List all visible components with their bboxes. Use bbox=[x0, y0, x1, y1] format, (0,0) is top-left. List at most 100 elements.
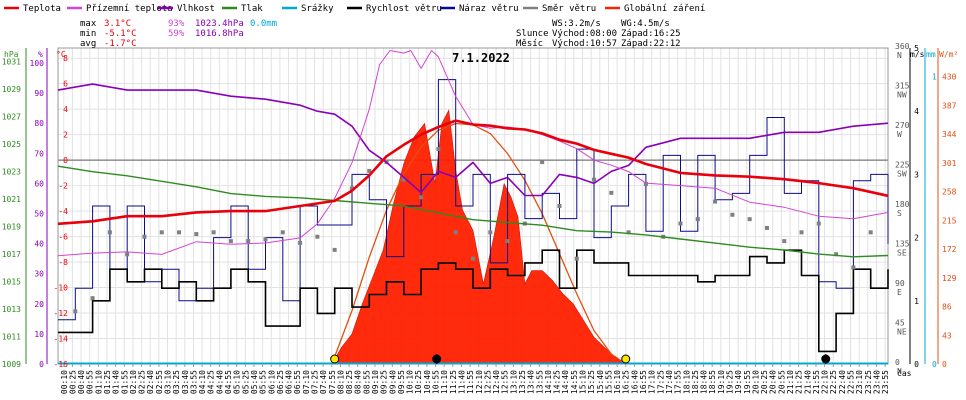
direction-tick-label: N bbox=[897, 367, 902, 376]
x-tick-label: 06:55 bbox=[293, 370, 302, 394]
wind-direction-point bbox=[799, 230, 804, 235]
wind-direction-point bbox=[228, 239, 233, 244]
wind-direction-point bbox=[609, 190, 614, 195]
wind-direction-point bbox=[471, 256, 475, 261]
direction-tick-label: S bbox=[897, 209, 902, 218]
x-axis-label: čas bbox=[897, 368, 912, 378]
pressure-tick-label: 1013 bbox=[2, 305, 21, 314]
pressure-tick-label: 1027 bbox=[2, 113, 21, 122]
wind-speed-line bbox=[58, 249, 889, 353]
temperature-tick-label: -8 bbox=[58, 258, 68, 267]
wind-direction-point bbox=[280, 230, 285, 235]
x-tick-label: 14:25 bbox=[553, 370, 562, 394]
humidity-tick-label: 70 bbox=[34, 149, 44, 158]
x-tick-label: 02:10 bbox=[129, 370, 138, 394]
radiation-tick-label: 0 bbox=[942, 360, 947, 369]
humidity-unit: % bbox=[38, 50, 43, 59]
radiation-tick-label: 258 bbox=[942, 188, 957, 197]
direction-tick-label: SW bbox=[897, 170, 907, 179]
wind-direction-point bbox=[868, 230, 873, 235]
temperature-tick-label: -6 bbox=[58, 233, 68, 242]
stats-max-temp: 3.1°C bbox=[104, 19, 131, 29]
temperature-unit: °C bbox=[56, 50, 66, 59]
stats-max-hum: 93% bbox=[168, 19, 185, 29]
x-tick-label: 11:10 bbox=[440, 370, 449, 394]
x-tick-label: 02:25 bbox=[138, 370, 147, 394]
wind-direction-point bbox=[107, 230, 112, 235]
sun-label: Slunce bbox=[516, 29, 549, 39]
x-tick-label: 03:25 bbox=[172, 370, 181, 394]
wind-direction-point bbox=[315, 234, 320, 239]
wind-direction-point bbox=[816, 221, 821, 226]
legend-label: Náraz větru bbox=[459, 4, 519, 14]
wind-tick-label: 0 bbox=[914, 360, 919, 369]
direction-tick-label: 360 bbox=[895, 42, 910, 51]
humidity-tick-label: 40 bbox=[34, 240, 44, 249]
wind-direction-point bbox=[574, 256, 579, 261]
radiation-tick-label: 430 bbox=[942, 73, 957, 82]
direction-tick-label: 225 bbox=[895, 161, 910, 170]
wind-direction-point bbox=[488, 230, 493, 235]
pressure-tick-label: 1025 bbox=[2, 140, 21, 149]
humidity-tick-label: 100 bbox=[30, 59, 45, 68]
x-tick-label: 15:40 bbox=[596, 370, 605, 394]
direction-tick-label: NW bbox=[897, 91, 907, 100]
pressure-tick-label: 1009 bbox=[2, 360, 21, 369]
x-tick-label: 10:40 bbox=[423, 370, 432, 394]
wind-direction-point bbox=[246, 239, 251, 244]
wind-direction-point bbox=[834, 252, 839, 257]
wind-speed-avg: WS:3.2m/s bbox=[552, 19, 601, 29]
wind-direction-point bbox=[419, 195, 424, 200]
wind-direction-point bbox=[73, 309, 78, 314]
x-tick-label: 13:25 bbox=[518, 370, 527, 394]
pressure-tick-label: 1011 bbox=[2, 333, 21, 342]
humidity-tick-label: 60 bbox=[34, 179, 44, 188]
x-tick-label: 09:40 bbox=[388, 370, 397, 394]
radiation-tick-label: 387 bbox=[942, 101, 957, 110]
temperature-tick-label: 6 bbox=[63, 80, 68, 89]
x-tick-label: 01:25 bbox=[103, 370, 112, 394]
x-tick-label: 19:10 bbox=[717, 370, 726, 394]
x-tick-label: 17:25 bbox=[656, 370, 665, 394]
rain-tick-label: 0 bbox=[932, 360, 937, 369]
x-tick-label: 07:40 bbox=[319, 370, 328, 394]
x-tick-label: 07:25 bbox=[310, 370, 319, 394]
x-tick-label: 01:55 bbox=[120, 370, 129, 394]
x-tick-label: 12:25 bbox=[483, 370, 492, 394]
sunrise-time: Východ:08:00 bbox=[552, 29, 617, 39]
moonset-time: Západ:22:12 bbox=[621, 39, 681, 49]
pressure-tick-label: 1015 bbox=[2, 278, 21, 287]
temperature-tick-label: 2 bbox=[63, 131, 68, 140]
x-tick-label: 10:55 bbox=[432, 370, 441, 394]
radiation-tick-label: 344 bbox=[942, 130, 957, 139]
x-tick-label: 17:55 bbox=[674, 370, 683, 394]
chart-title: 7.1.2022 bbox=[452, 51, 510, 65]
ground-temp-line bbox=[57, 50, 889, 257]
wind-direction-point bbox=[298, 240, 303, 245]
wind-direction-point bbox=[401, 177, 406, 182]
pressure-tick-label: 1021 bbox=[2, 195, 21, 204]
pressure-line bbox=[57, 165, 889, 258]
x-tick-label: 05:25 bbox=[241, 370, 250, 394]
wind-direction-point bbox=[263, 237, 268, 242]
wind-direction-point bbox=[557, 204, 562, 208]
wind-direction-point bbox=[678, 221, 683, 226]
x-tick-label: 00:10 bbox=[60, 370, 69, 394]
legend-label: Přízemní teplota bbox=[86, 4, 173, 14]
x-tick-label: 13:55 bbox=[535, 370, 544, 394]
x-tick-label: 23:10 bbox=[855, 370, 864, 394]
wind-tick-label: 3 bbox=[914, 170, 919, 179]
x-tick-label: 21:25 bbox=[795, 370, 804, 394]
x-tick-label: 10:10 bbox=[406, 370, 415, 394]
x-tick-label: 18:25 bbox=[691, 370, 700, 394]
x-tick-label: 18:55 bbox=[708, 370, 717, 394]
x-tick-label: 00:55 bbox=[86, 370, 95, 394]
x-tick-label: 09:55 bbox=[397, 370, 406, 394]
temperature-tick-label: 4 bbox=[63, 105, 68, 114]
legend-label: Rychlost větru bbox=[366, 4, 442, 14]
wind-direction-point bbox=[453, 230, 458, 235]
x-tick-label: 20:55 bbox=[777, 370, 786, 394]
wind-direction-point bbox=[764, 225, 769, 230]
direction-tick-label: 90 bbox=[895, 279, 905, 288]
